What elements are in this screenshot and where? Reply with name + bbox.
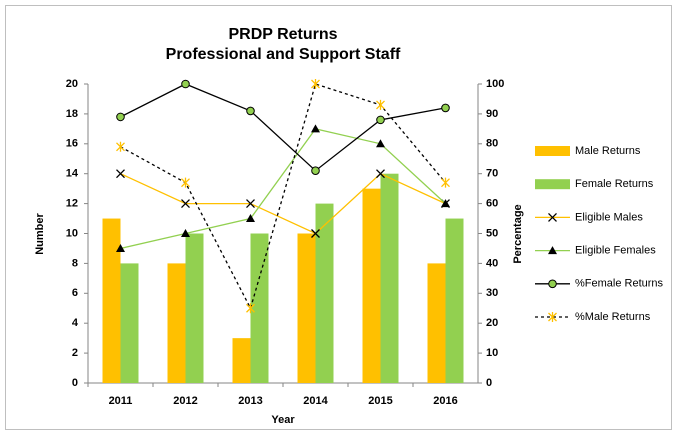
marker	[376, 115, 385, 125]
marker	[441, 199, 450, 208]
legend-label: %Male Returns	[575, 311, 651, 323]
y2-axis-label: Percentage	[512, 204, 524, 263]
legend-swatch	[535, 146, 570, 156]
marker	[181, 199, 190, 209]
marker	[246, 214, 255, 223]
marker	[246, 199, 255, 209]
y-tick-label: 20	[66, 78, 78, 90]
y2-tick-label: 80	[486, 138, 498, 150]
x-tick-label: 2013	[238, 395, 262, 407]
bar	[380, 173, 399, 383]
x-tick-label: 2016	[433, 395, 457, 407]
y-tick-label: 12	[66, 198, 78, 210]
x-tick-label: 2014	[303, 395, 328, 407]
bar	[315, 203, 334, 383]
y-tick-label: 6	[72, 287, 78, 299]
legend-label: Male Returns	[575, 145, 641, 157]
marker	[246, 303, 255, 314]
y-tick-label: 18	[66, 108, 78, 120]
y2-tick-label: 20	[486, 317, 498, 329]
marker	[116, 169, 125, 179]
y2-tick-label: 50	[486, 227, 498, 239]
y-tick-label: 0	[72, 377, 78, 389]
marker	[181, 229, 190, 237]
legend-marker	[548, 279, 557, 289]
marker	[376, 139, 385, 148]
bar	[445, 218, 464, 383]
marker	[311, 229, 320, 238]
y2-tick-label: 10	[486, 347, 498, 359]
bar	[232, 338, 251, 383]
x-tick-label: 2011	[109, 395, 133, 407]
y-tick-label: 10	[66, 227, 78, 239]
marker	[181, 177, 190, 188]
x-axis-label: Year	[271, 414, 295, 426]
marker	[311, 124, 320, 133]
y-tick-label: 2	[72, 347, 78, 359]
bar	[185, 233, 204, 383]
y2-tick-label: 30	[486, 287, 498, 299]
y-tick-label: 4	[72, 317, 79, 329]
marker	[376, 169, 385, 179]
legend-swatch	[535, 179, 570, 190]
bar	[362, 188, 381, 383]
legend-label: Eligible Males	[575, 211, 643, 223]
y-axis-label: Number	[34, 213, 46, 255]
bar	[167, 263, 186, 383]
legend-label: Eligible Females	[575, 245, 656, 257]
marker	[116, 243, 125, 252]
legend-label: Female Returns	[575, 178, 654, 190]
y2-tick-label: 70	[486, 168, 498, 180]
bar	[102, 218, 121, 383]
line	[120, 83, 446, 310]
y2-tick-label: 40	[486, 257, 498, 269]
marker	[441, 103, 450, 113]
bar	[297, 233, 316, 383]
y2-tick-label: 60	[486, 198, 498, 210]
line	[120, 128, 446, 250]
marker	[116, 141, 125, 152]
marker	[116, 112, 125, 122]
x-tick-label: 2015	[368, 395, 392, 407]
marker	[376, 99, 385, 110]
legend-marker	[548, 312, 557, 322]
y-tick-label: 8	[72, 257, 78, 269]
y-tick-label: 16	[66, 138, 78, 150]
marker	[441, 177, 450, 188]
y2-tick-label: 0	[486, 377, 492, 389]
marker	[181, 79, 190, 89]
legend-marker	[548, 212, 557, 222]
y-tick-label: 14	[66, 168, 79, 180]
x-tick-label: 2012	[173, 395, 197, 407]
bar	[120, 263, 139, 383]
legend-marker	[548, 246, 557, 255]
line	[120, 172, 446, 235]
marker	[311, 79, 320, 89]
bar	[427, 263, 446, 383]
legend-label: %Female Returns	[575, 278, 664, 290]
marker	[311, 166, 320, 176]
marker	[246, 106, 255, 116]
y2-tick-label: 90	[486, 108, 498, 120]
bar	[250, 233, 269, 383]
y2-tick-label: 100	[486, 78, 504, 90]
chart-title: PRDP Returns	[228, 26, 337, 43]
chart-subtitle: Professional and Support Staff	[166, 46, 401, 63]
